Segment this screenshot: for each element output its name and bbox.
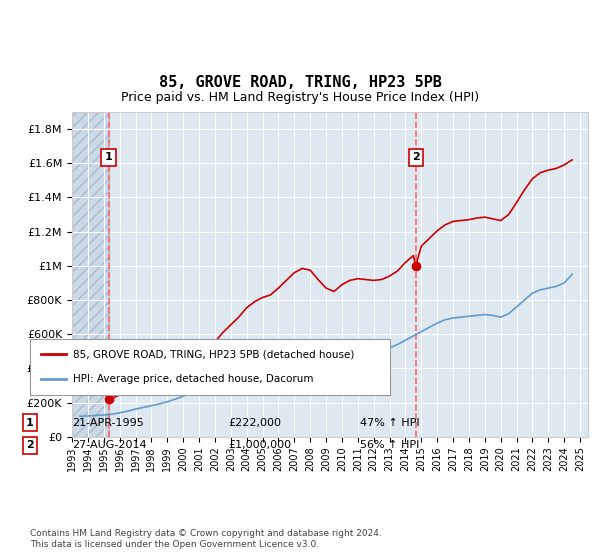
Text: HPI: Average price, detached house, Dacorum: HPI: Average price, detached house, Daco… bbox=[73, 374, 314, 384]
Text: Contains HM Land Registry data © Crown copyright and database right 2024.
This d: Contains HM Land Registry data © Crown c… bbox=[30, 529, 382, 549]
Bar bbox=[72, 112, 109, 437]
Text: 56% ↑ HPI: 56% ↑ HPI bbox=[360, 440, 419, 450]
Text: Price paid vs. HM Land Registry's House Price Index (HPI): Price paid vs. HM Land Registry's House … bbox=[121, 91, 479, 104]
Bar bbox=[72, 112, 109, 437]
Text: 85, GROVE ROAD, TRING, HP23 5PB: 85, GROVE ROAD, TRING, HP23 5PB bbox=[158, 74, 442, 90]
Text: 2: 2 bbox=[26, 440, 34, 450]
Text: 1: 1 bbox=[105, 152, 113, 162]
Text: 1: 1 bbox=[26, 418, 34, 428]
Text: 27-AUG-2014: 27-AUG-2014 bbox=[72, 440, 146, 450]
Text: 2: 2 bbox=[412, 152, 419, 162]
Text: 47% ↑ HPI: 47% ↑ HPI bbox=[360, 418, 419, 428]
Text: £1,000,000: £1,000,000 bbox=[228, 440, 291, 450]
Text: £222,000: £222,000 bbox=[228, 418, 281, 428]
Text: 21-APR-1995: 21-APR-1995 bbox=[72, 418, 144, 428]
Text: 85, GROVE ROAD, TRING, HP23 5PB (detached house): 85, GROVE ROAD, TRING, HP23 5PB (detache… bbox=[73, 349, 355, 360]
